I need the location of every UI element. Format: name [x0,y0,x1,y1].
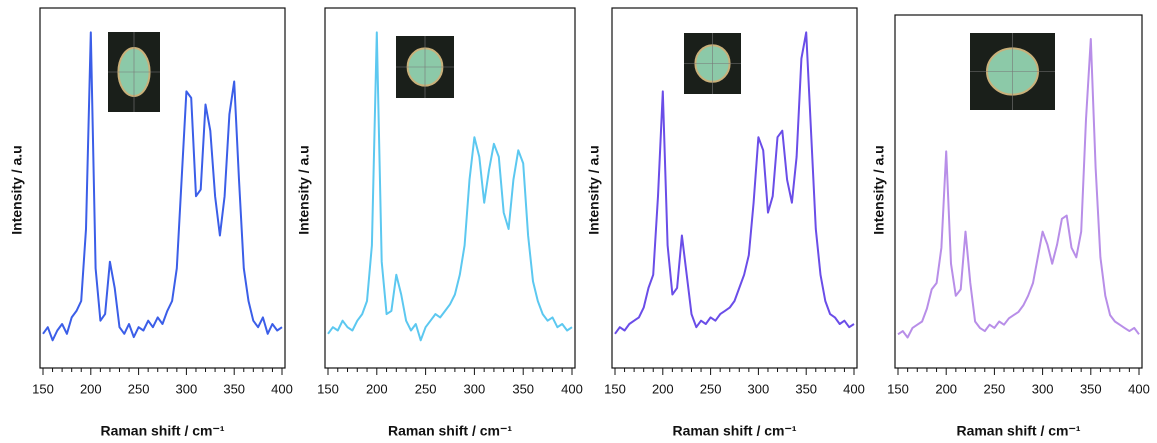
x-tick-label: 300 [176,381,198,396]
x-tick-label: 350 [223,381,245,396]
x-tick-label: 150 [604,381,626,396]
panel: 150 200 250 300 350 400 Raman shift / cm⁻¹ Inte… [296,7,583,439]
x-tick-label: 350 [795,381,817,396]
x-tick-label: 400 [1128,381,1150,396]
spectrum-line [897,38,1140,339]
panel: 150 200 250 300 350 400 Raman shift / cm⁻¹ Inte… [871,14,1150,439]
spectrum-line [327,31,573,342]
x-tick-label: 400 [843,381,865,396]
x-tick-label: 200 [366,381,388,396]
x-axis-label: Raman shift / cm⁻¹ [956,423,1080,439]
spectrum-line [42,31,283,342]
x-tick-label: 250 [984,381,1006,396]
x-tick-label: 300 [464,381,486,396]
x-tick-label: 400 [271,381,293,396]
x-axis-label: Raman shift / cm⁻¹ [100,423,224,439]
x-tick-label: 200 [652,381,674,396]
x-tick-label: 150 [887,381,909,396]
x-tick-label: 350 [1080,381,1102,396]
y-axis-label: Intensity / a.u [871,145,887,234]
x-tick-label: 250 [128,381,150,396]
x-tick-label: 250 [700,381,722,396]
x-tick-label: 400 [561,381,583,396]
plot-frame [611,7,858,369]
x-tick-label: 300 [748,381,770,396]
panel: 150 200 250 300 350 400 Raman shift / cm⁻¹ Inte… [9,7,293,439]
x-tick-label: 150 [32,381,54,396]
x-axis-label: Raman shift / cm⁻¹ [672,423,796,439]
plot-frame [39,7,286,369]
x-tick-label: 200 [80,381,102,396]
x-tick-label: 200 [935,381,957,396]
x-tick-label: 300 [1032,381,1054,396]
x-tick-label: 350 [512,381,534,396]
x-tick-label: 250 [415,381,437,396]
spectrum-line [614,31,855,335]
x-axis-label: Raman shift / cm⁻¹ [388,423,512,439]
x-tick-label: 150 [317,381,339,396]
y-axis-label: Intensity / a.u [296,145,312,234]
y-axis-label: Intensity / a.u [9,145,25,234]
plot-frame [324,7,576,369]
y-axis-label: Intensity / a.u [586,145,602,234]
panel: 150 200 250 300 350 400 Raman shift / cm⁻¹ Inte… [586,7,865,439]
plot-frame [894,14,1143,369]
